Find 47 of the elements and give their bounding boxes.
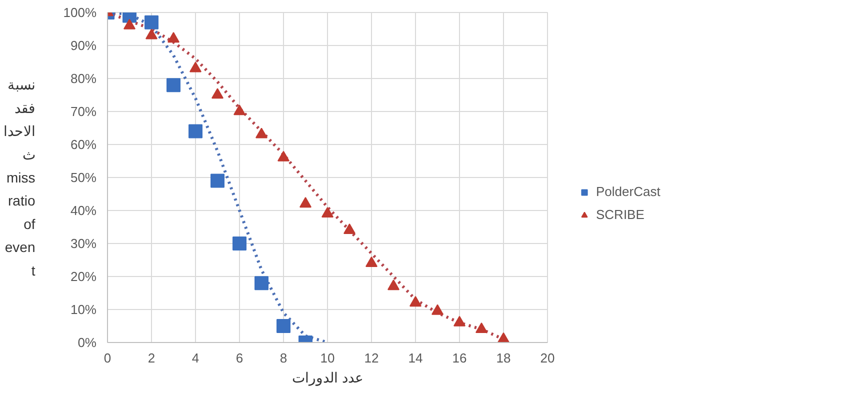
point (212, 88, 224, 99)
x-tick-label: 18 (496, 350, 511, 366)
x-tick-label: 2 (148, 350, 156, 366)
y-tick-label: 80% (70, 71, 97, 86)
y-tick-label: 70% (70, 104, 97, 119)
y-tick-label: 90% (70, 38, 97, 53)
point (146, 28, 158, 40)
point (344, 223, 356, 234)
point (166, 78, 180, 92)
x-tick-label: 12 (364, 350, 379, 366)
point (234, 104, 246, 116)
x-tick-label: 10 (320, 350, 335, 366)
point (210, 174, 224, 188)
x-tick-label: 4 (192, 350, 200, 366)
y-tick-label: 50% (70, 170, 97, 185)
point (278, 150, 290, 162)
point (322, 206, 334, 218)
x-tick-label: 14 (408, 350, 423, 366)
point (256, 128, 268, 138)
y-tick-label: 30% (70, 236, 97, 251)
point (366, 256, 378, 267)
point (300, 197, 312, 208)
point (168, 32, 180, 43)
y-tick-label: 0% (78, 335, 97, 350)
point (388, 280, 400, 290)
point (410, 296, 422, 307)
x-tick-label: 8 (280, 350, 288, 366)
x-tick-label: 0 (104, 350, 112, 366)
y-tick-label: 100% (63, 5, 97, 20)
x-tick-label: 6 (236, 350, 244, 366)
legend-label: PolderCast (596, 184, 660, 199)
point (476, 322, 488, 333)
point (124, 18, 136, 30)
x-tick-label: 20 (540, 350, 555, 366)
x-tick-label: 16 (452, 350, 467, 366)
point (188, 124, 202, 138)
x-axis-title: عدد الدورات (292, 370, 363, 386)
point (232, 236, 246, 250)
legend-label: SCRIBE (596, 207, 644, 222)
y-tick-label: 20% (70, 269, 97, 284)
point (432, 304, 444, 315)
point (454, 316, 466, 326)
point (144, 15, 158, 30)
y-tick-label: 40% (70, 203, 97, 218)
point (190, 62, 202, 72)
y-tick-label: 10% (70, 302, 97, 317)
y-tick-label: 60% (70, 137, 97, 152)
